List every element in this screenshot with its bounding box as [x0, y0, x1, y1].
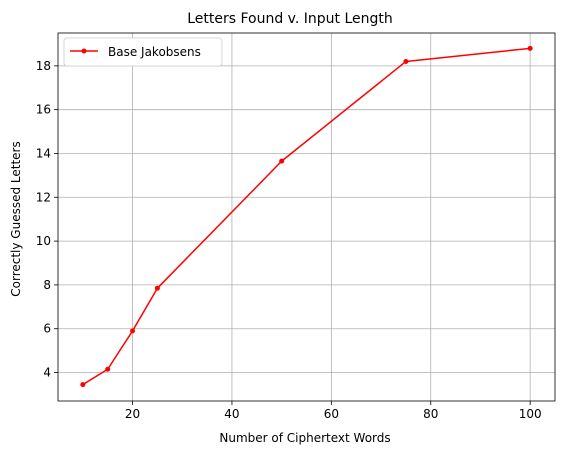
y-tick-label: 18 — [36, 59, 51, 73]
data-point — [80, 382, 86, 388]
plot-area-frame — [57, 32, 556, 402]
x-tick-label: 100 — [519, 407, 542, 421]
legend-label: Base Jakobsens — [108, 45, 201, 59]
x-tick-label: 60 — [324, 407, 339, 421]
y-tick-label: 14 — [36, 146, 51, 160]
x-axis-label: Number of Ciphertext Words — [219, 431, 390, 445]
data-point — [279, 158, 285, 164]
x-tick-label: 20 — [125, 407, 140, 421]
data-point — [527, 45, 533, 51]
grid-lines — [58, 33, 555, 401]
y-tick-label: 6 — [43, 322, 51, 336]
legend: Base Jakobsens — [63, 37, 223, 67]
y-tick-label: 4 — [43, 366, 51, 380]
data-point — [154, 285, 160, 291]
y-tick-label: 16 — [36, 103, 51, 117]
y-tick-label: 12 — [36, 190, 51, 204]
data-point — [403, 58, 409, 64]
axis-ticks: 20 40 60 80 100 4 6 8 10 12 14 16 18 — [36, 59, 542, 421]
legend-marker-sample — [81, 48, 87, 54]
y-tick-label: 8 — [43, 278, 51, 292]
data-point — [130, 328, 136, 334]
y-axis-label: Correctly Guessed Letters — [9, 141, 23, 297]
legend-box — [63, 37, 223, 67]
y-tick-label: 10 — [36, 234, 51, 248]
x-tick-label: 80 — [423, 407, 438, 421]
chart-title: Letters Found v. Input Length — [187, 11, 393, 27]
data-point — [105, 366, 111, 372]
data-series — [80, 45, 533, 388]
x-tick-label: 40 — [224, 407, 239, 421]
